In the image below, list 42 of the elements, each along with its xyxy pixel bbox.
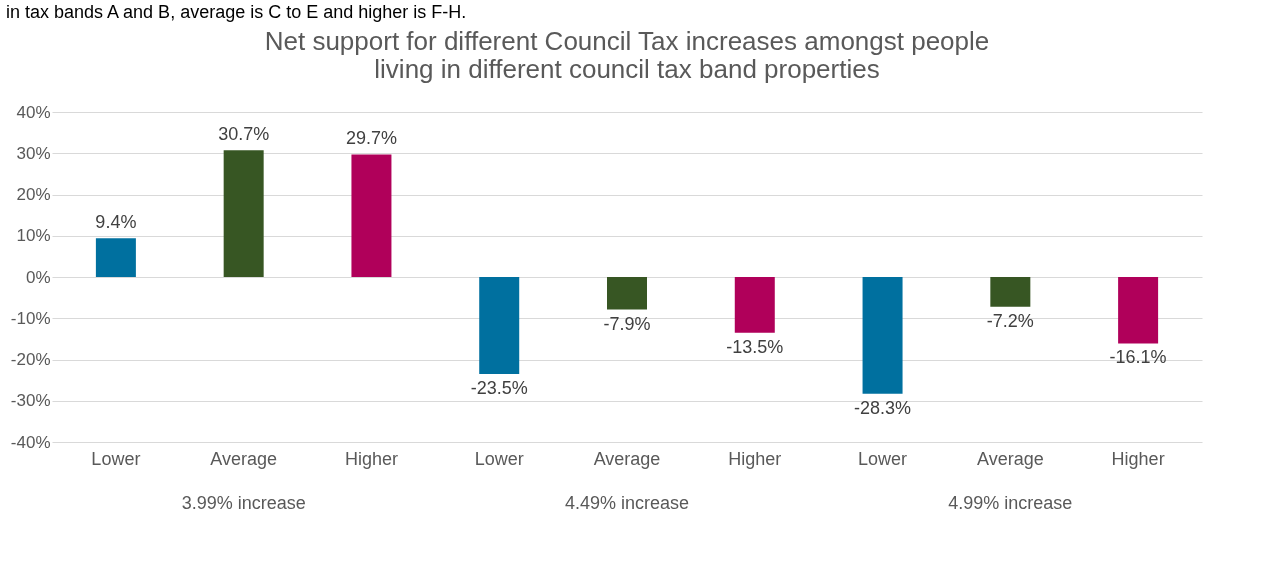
data-label: -28.3% — [854, 397, 912, 418]
x-tick-label: Lower — [858, 448, 908, 469]
bar — [95, 238, 136, 277]
bar — [1118, 277, 1159, 344]
bar — [479, 277, 520, 374]
bar — [990, 277, 1031, 307]
y-tick-label: 20% — [16, 185, 51, 204]
text: in tax bands A and B, average is C to E and higher is F-H. — [5, 1, 468, 24]
y-tick-label: 10% — [16, 226, 51, 246]
bar — [862, 277, 903, 394]
data-label: 30.7% — [218, 124, 270, 145]
y-tick-label: 30% — [16, 143, 51, 163]
y-tick-label: 40% — [16, 102, 51, 122]
text: living in different council tax band properties — [374, 54, 880, 84]
bar — [734, 277, 775, 333]
data-label: -7.9% — [603, 313, 651, 334]
y-tick-label: -30% — [10, 391, 51, 411]
y-tick-label: -40% — [10, 432, 51, 452]
y-tick-label: -10% — [10, 308, 51, 328]
text: 4.49% increase — [564, 493, 690, 513]
text: 3.99% increase — [181, 493, 306, 513]
x-tick-label: Average — [593, 448, 661, 469]
text: Net support for different Council Tax increases amongst people — [264, 26, 990, 56]
data-label: -16.1% — [1109, 347, 1167, 368]
data-label: 9.4% — [95, 212, 137, 233]
bar — [223, 150, 264, 277]
data-label: -7.2% — [986, 310, 1034, 331]
x-tick-label: Lower — [91, 448, 141, 469]
bar — [607, 277, 647, 310]
y-tick-label: 0% — [25, 267, 51, 287]
bar — [351, 154, 392, 277]
y-tick-label: -20% — [10, 350, 51, 369]
data-label: 29.7% — [345, 128, 397, 149]
data-label: -13.5% — [726, 336, 784, 357]
x-tick-label: Higher — [1111, 448, 1165, 469]
data-label: -23.5% — [470, 377, 528, 398]
x-tick-label: Higher — [344, 448, 398, 469]
x-tick-label: Average — [210, 448, 278, 469]
text: 4.99% increase — [948, 493, 1073, 513]
x-tick-label: Higher — [728, 448, 782, 469]
x-tick-label: Lower — [474, 448, 524, 469]
x-tick-label: Average — [976, 448, 1044, 469]
